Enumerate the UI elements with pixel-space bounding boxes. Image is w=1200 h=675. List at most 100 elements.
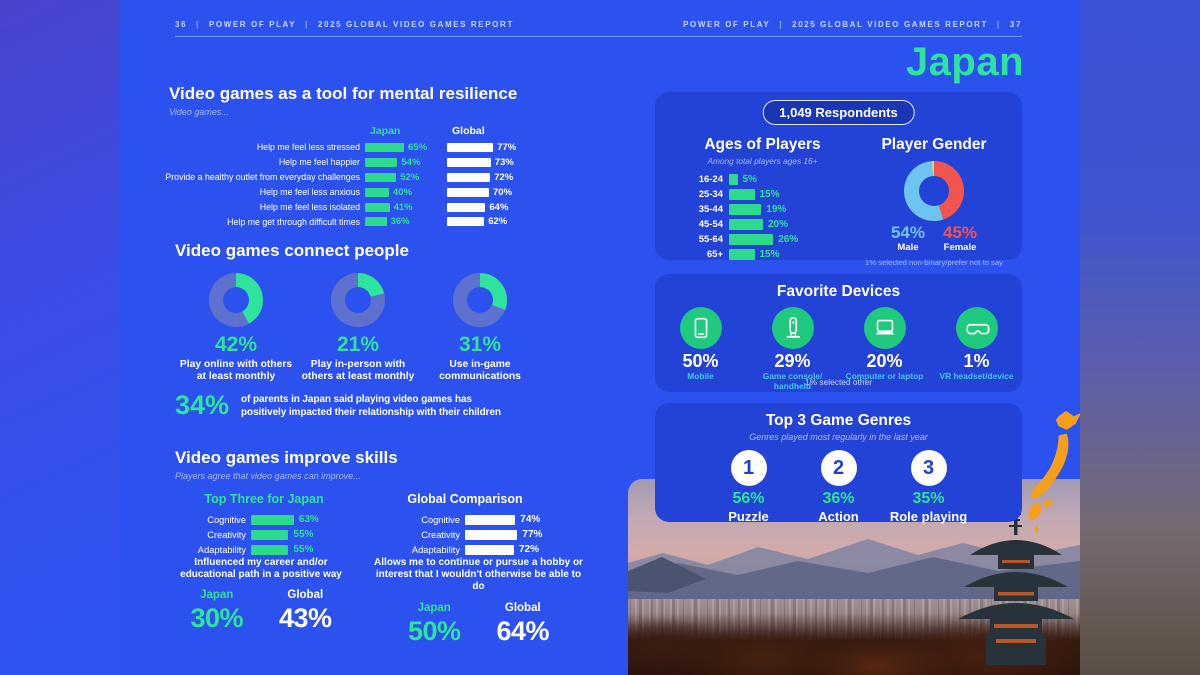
female-percentage: 45% <box>943 223 978 242</box>
gender-footnote: 1% selected non-binary/prefer not to say <box>864 258 1004 267</box>
resilience-chart: Help me feel less stressed 65% 77% Help … <box>165 140 589 229</box>
global-bar <box>447 187 489 197</box>
ages-of-players: Ages of Players Among total players ages… <box>665 136 860 262</box>
genres-title: Top 3 Game Genres <box>765 412 912 429</box>
age-bar <box>729 219 763 230</box>
japan-bar <box>365 157 398 167</box>
genre-item: 3 35% Role playing <box>884 450 974 524</box>
device-item: 29% Game console/ handheld <box>749 307 837 392</box>
female-label: Female <box>943 242 977 253</box>
japan-value: 65% <box>408 141 428 153</box>
donut-chart <box>453 273 507 327</box>
respondents-badge: 1,049 Respondents <box>762 100 915 125</box>
section-subtitle: Players agree that video games can impro… <box>175 471 361 481</box>
rank-badge: 3 <box>910 450 947 486</box>
male-percentage: 54% <box>890 223 925 242</box>
hobby-stat-block: Allows me to continue or pursue a hobby … <box>371 557 586 647</box>
page-number-left: 36 <box>175 20 188 29</box>
row-label: Provide a healthy outlet from everyday c… <box>165 172 360 183</box>
age-bar <box>729 174 738 185</box>
page-number-right: 37 <box>1009 20 1022 29</box>
genre-label: Action <box>818 508 859 524</box>
global-stat: Global 64% <box>497 602 550 647</box>
row-label: Cognitive <box>207 514 246 525</box>
age-bar <box>729 249 755 260</box>
skills-japan-header: Top Three for Japan <box>204 492 324 506</box>
japan-value: 40% <box>393 186 413 198</box>
genre-label: Role playing <box>889 508 968 524</box>
section-improve-skills: Video games improve skills Players agree… <box>175 448 585 564</box>
japan-label: Japan <box>417 601 451 614</box>
table-row: Adaptability 55% <box>175 542 353 557</box>
stat-statement: Allows me to continue or pursue a hobby … <box>374 557 583 593</box>
japan-value: 30% <box>190 603 243 634</box>
device-item: 1% VR headset/device <box>933 307 1021 392</box>
global-value: 77% <box>497 141 517 153</box>
stat-statement: Influenced my career and/or educational … <box>180 557 342 581</box>
table-row: Help me feel happier 54% 73% <box>169 155 589 170</box>
genre-item: 2 36% Action <box>794 450 884 524</box>
donut-label: Play online with others at least monthly <box>179 359 293 383</box>
skills-global-column: Global Comparison Cognitive 74% Creativit… <box>370 492 560 557</box>
male-stat: 54% Male <box>891 224 925 253</box>
japan-bar <box>251 514 294 525</box>
ages-subtitle: Among total players ages 16+ <box>707 156 818 166</box>
age-value: 15% <box>759 249 780 260</box>
global-value: 62% <box>488 216 508 228</box>
parents-stat: 34% of parents in Japan said playing vid… <box>175 392 585 419</box>
table-row: Help me feel less anxious 40% 70% <box>169 185 589 200</box>
table-row: 55-64 26% <box>665 232 860 247</box>
global-label: Global <box>504 601 541 614</box>
donut-chart <box>331 273 385 327</box>
rank-badge: 1 <box>730 450 767 486</box>
table-row: Creativity 55% <box>175 527 353 542</box>
age-bar <box>729 204 762 215</box>
table-row: 25-34 15% <box>665 187 860 202</box>
table-row: 35-44 19% <box>665 202 860 217</box>
respondents-card: 1,049 Respondents Ages of Players Among … <box>655 92 1022 267</box>
table-row: 16-24 5% <box>665 172 860 187</box>
device-percentage: 50% <box>682 351 719 371</box>
global-label: Global <box>287 589 324 602</box>
table-row: 65+ 15% <box>665 247 860 262</box>
global-bar <box>447 157 491 167</box>
header-right: POWER OF PLAY | 2025 GLOBAL VIDEO GAMES RE… <box>683 20 1022 29</box>
age-range: 16-24 <box>698 174 723 185</box>
genre-item: 1 56% Puzzle <box>704 450 794 524</box>
header-rule <box>175 36 1022 37</box>
global-column-header: Global <box>452 125 485 137</box>
table-row: Cognitive 63% <box>175 512 353 527</box>
header-divider: | <box>779 20 784 29</box>
japan-value: 50% <box>407 615 461 646</box>
japan-value: 52% <box>400 171 420 183</box>
japan-label: Japan <box>200 589 234 602</box>
row-label: Help me feel less isolated <box>259 202 360 212</box>
donut-percentage: 31% <box>458 333 502 356</box>
brand-name: POWER OF PLAY <box>683 20 771 29</box>
section-title: Video games connect people <box>175 241 409 260</box>
table-row: Creativity 77% <box>370 527 560 542</box>
favorite-devices-card: Favorite Devices 50% Mobile 29% Game con… <box>655 274 1022 392</box>
global-value: 74% <box>520 514 541 525</box>
device-percentage: 29% <box>774 351 811 371</box>
row-label: Help me feel happier <box>278 157 360 168</box>
age-range: 45-54 <box>698 219 723 230</box>
genre-label: Puzzle <box>728 508 769 524</box>
device-percentage: 20% <box>866 351 903 371</box>
row-label: Adaptability <box>411 544 460 555</box>
report-name: 2025 GLOBAL VIDEO GAMES REPORT <box>317 20 514 29</box>
japan-bar <box>365 187 389 197</box>
male-label: Male <box>897 242 919 253</box>
global-value: 72% <box>519 544 540 555</box>
japan-bar <box>365 217 387 227</box>
game-console-icon <box>771 307 814 349</box>
column-headers: Japan Global <box>169 125 589 140</box>
donut-chart <box>209 273 263 327</box>
japan-bar <box>365 172 397 182</box>
donut-block: 42% Play online with others at least mon… <box>175 273 297 383</box>
global-value: 77% <box>522 529 543 540</box>
donut-hole <box>223 287 249 313</box>
japan-value: 63% <box>298 514 319 525</box>
donut-chart-row: 42% Play online with others at least mon… <box>175 273 555 383</box>
section-subtitle: Video games... <box>169 107 229 117</box>
